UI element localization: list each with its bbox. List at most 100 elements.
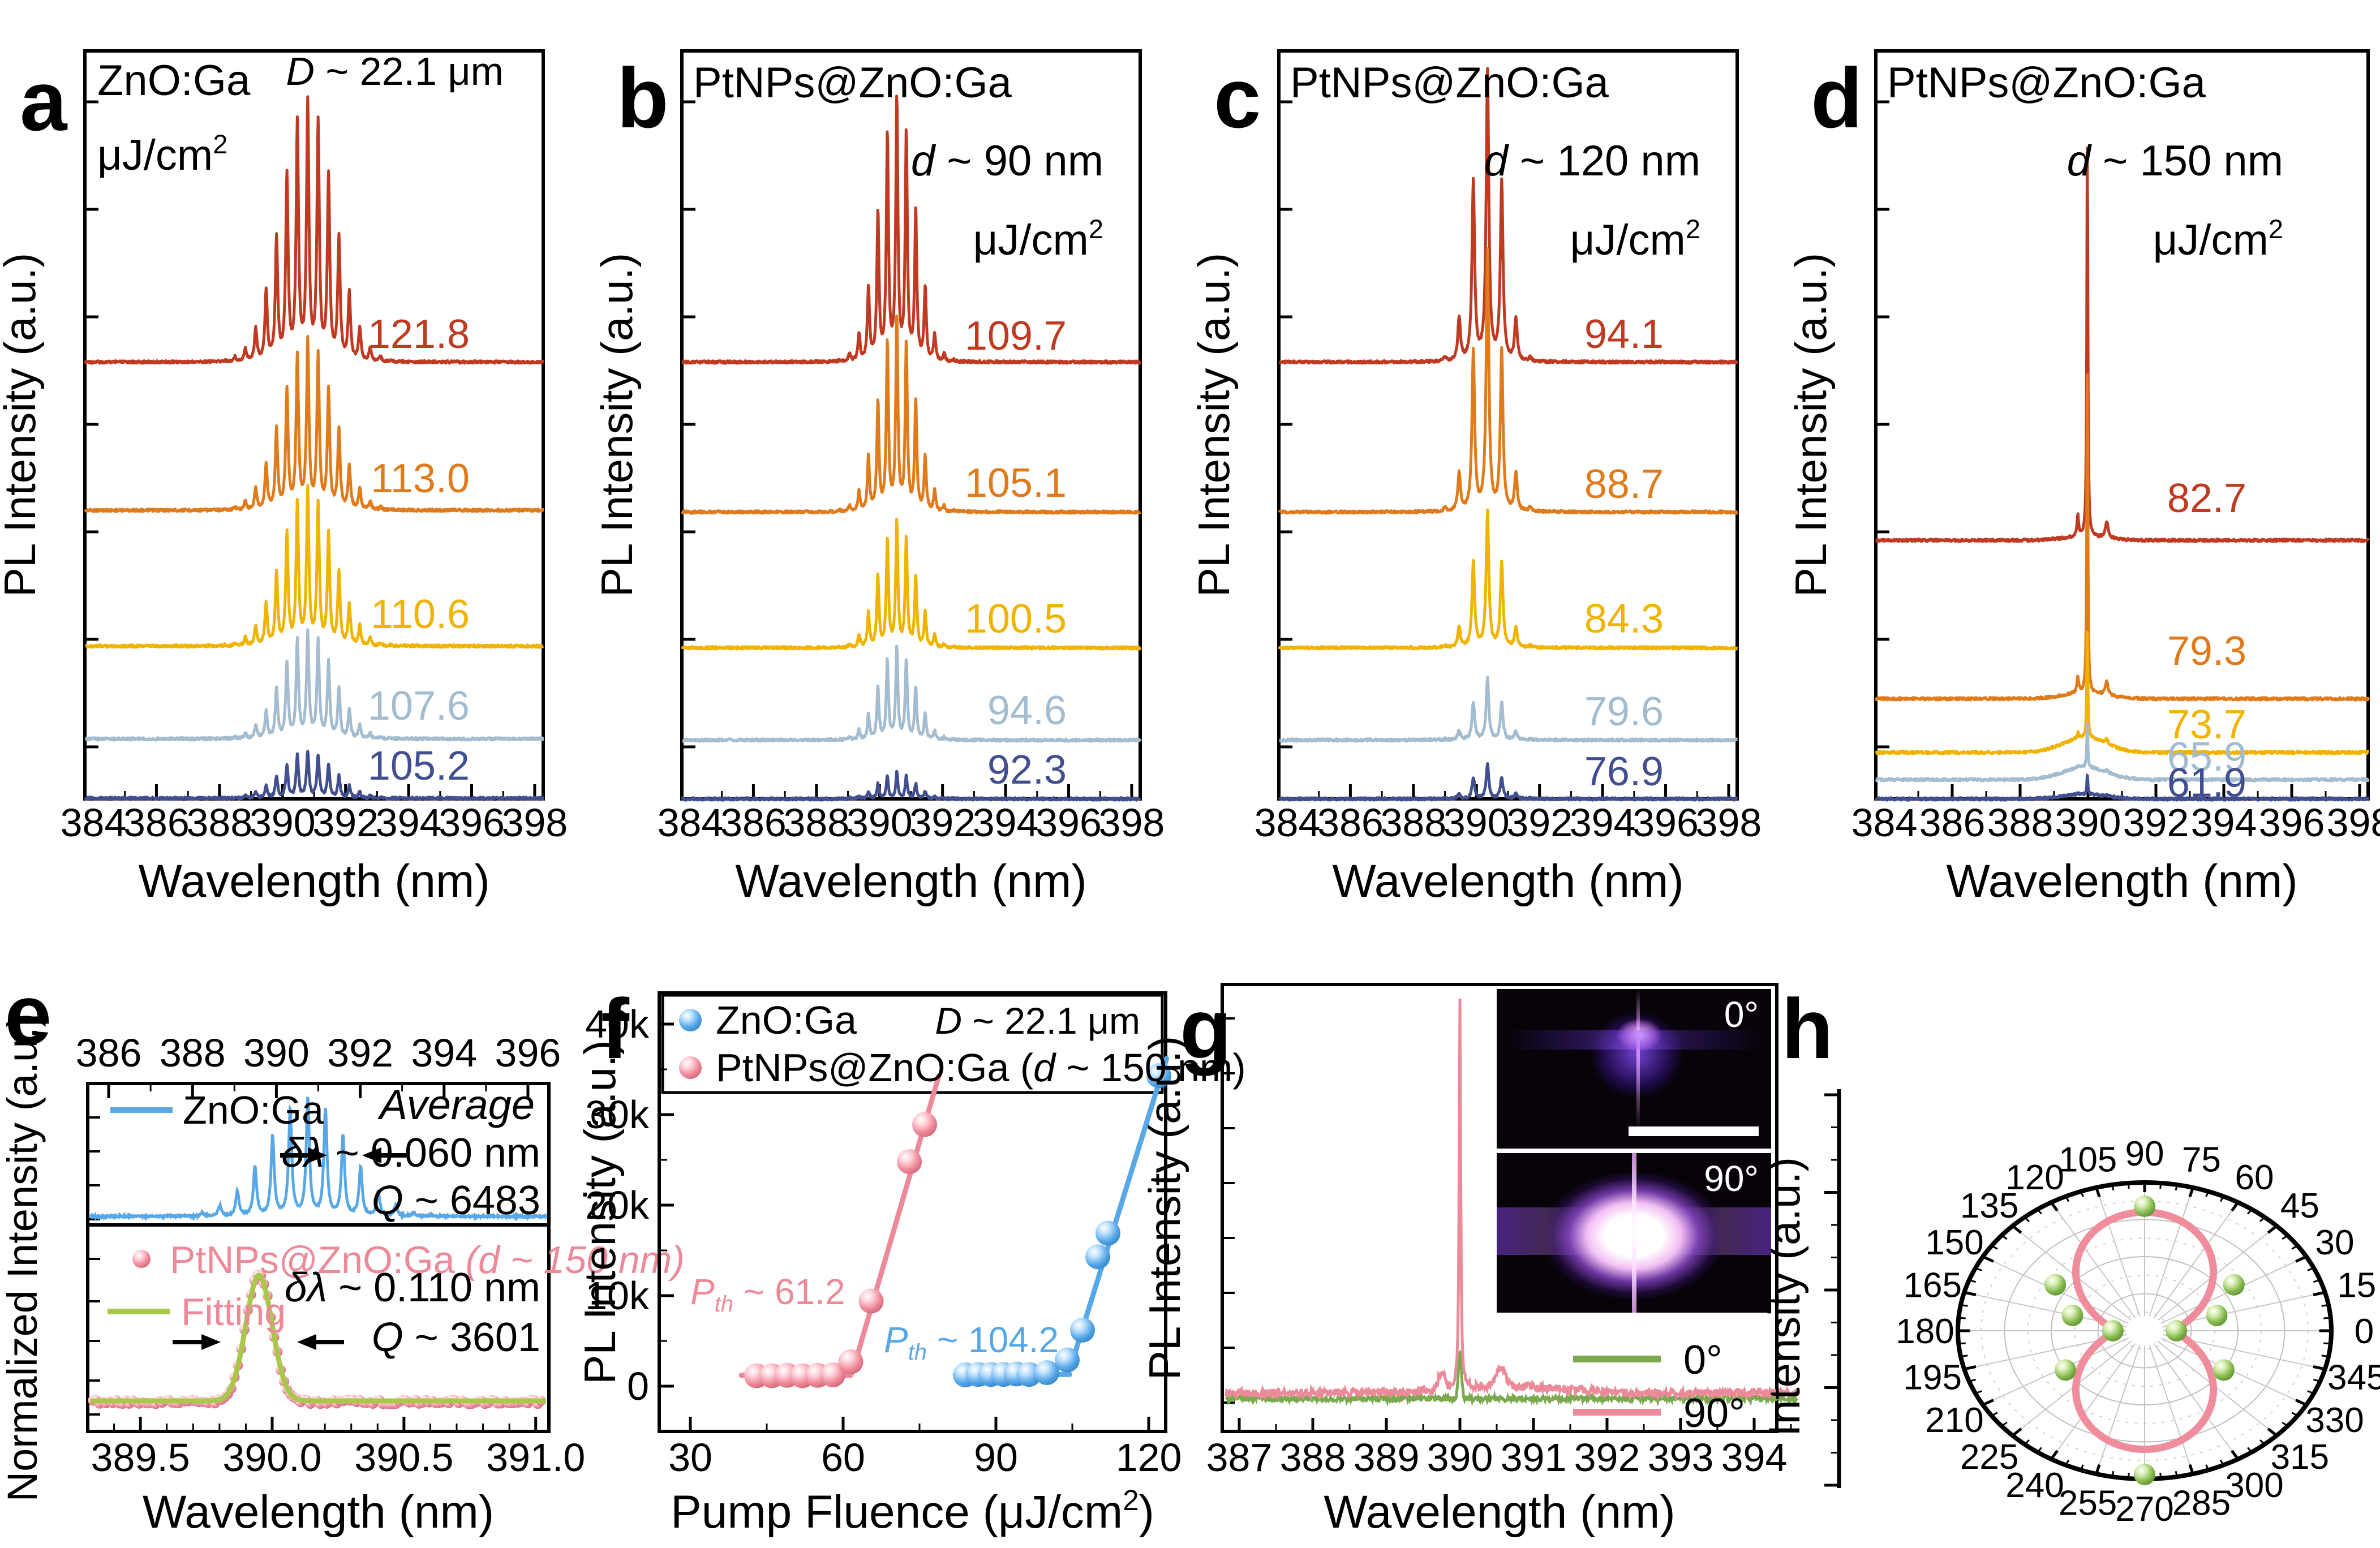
inset-angle-label: 0°	[1724, 994, 1759, 1035]
polar-grid-spoke	[2149, 1344, 2194, 1474]
legend-marker-blue	[679, 1009, 702, 1031]
polar-tick	[2050, 1201, 2059, 1212]
x-axis-title: Wavelength (nm)	[1946, 855, 2297, 907]
spectrum-curve	[1278, 508, 1738, 651]
polar-angle-label: 0	[2355, 1312, 2374, 1351]
polar-tick	[2219, 1196, 2224, 1202]
x-tick-label: 384	[1255, 801, 1321, 845]
x-tick-label: 384	[1851, 801, 1918, 845]
x-tick-label: 392	[312, 801, 379, 845]
polar-grid-spoke	[2157, 1340, 2277, 1437]
polar-tick	[2313, 1291, 2326, 1297]
polar-angle-label: 60	[2235, 1158, 2274, 1197]
legend-box	[661, 994, 1164, 1094]
x-tick-label: 396	[2259, 801, 2325, 845]
threshold-label-blue: Pth ~ 104.2	[884, 1319, 1059, 1365]
polar-tick	[2065, 1459, 2070, 1466]
x-tick-label: 392	[2123, 801, 2189, 845]
polar-tick	[2188, 1464, 2194, 1474]
x-tick-label: 392	[1506, 801, 1573, 845]
polar-angle-label: 75	[2182, 1141, 2221, 1180]
panel-note: d ~ 90 nm	[911, 137, 1103, 185]
polar-angle-label: 105	[2059, 1141, 2117, 1180]
panel-letter-h: h	[1781, 981, 1833, 1076]
diameter-note: D ~ 22.1 μm	[935, 1000, 1140, 1042]
panel-d	[1874, 49, 2370, 802]
polar-angle-label: 45	[2280, 1186, 2319, 1226]
panel-letter-f: f	[601, 981, 630, 1076]
polar-grid-spoke	[2153, 1202, 2239, 1318]
fluence-label: 100.5	[965, 596, 1067, 642]
fluence-label: 92.3	[987, 747, 1067, 793]
horizontal-streak	[1507, 1030, 1760, 1050]
polar-grid-spoke	[2149, 1187, 2194, 1317]
x-tick-label: 392	[909, 801, 976, 845]
polar-data-point	[2102, 1320, 2124, 1341]
annotation-fwhm-lower: δλ ~ 0.110 nm	[285, 1265, 540, 1310]
polar-tick	[2321, 1354, 2329, 1357]
polarized-spectrum	[1225, 998, 1798, 1402]
polar-tick	[1964, 1291, 1977, 1297]
x-tick-label: 386	[1919, 801, 1986, 845]
polar-tick	[2024, 1216, 2030, 1223]
fluence-unit: μJ/cm2	[1570, 214, 1700, 264]
fluence-label: 88.7	[1584, 462, 1664, 507]
polar-tick	[2111, 1470, 2115, 1477]
plot-frame	[1221, 983, 1778, 1433]
x-tick-label: 386	[720, 801, 787, 845]
polarized-spectrum	[1225, 1349, 1798, 1407]
polar-tick	[2080, 1464, 2084, 1470]
x-tick-label: 391	[1501, 1435, 1567, 1480]
polar-angle-label: 150	[1925, 1223, 1983, 1262]
legend-label-znoga: ZnO:Ga	[183, 1088, 324, 1132]
spectrum-curve	[1875, 147, 2370, 543]
top-x-tick-label: 388	[160, 1031, 226, 1075]
plot-frame	[658, 991, 1167, 1433]
spectrum-curve	[681, 518, 1142, 651]
polar-tick	[2307, 1390, 2314, 1395]
polar-tick	[2001, 1235, 2008, 1240]
polar-grid-spoke	[2012, 1225, 2132, 1321]
x-tick-label: 30	[668, 1435, 712, 1480]
polar-tick	[2205, 1464, 2210, 1470]
polar-tick	[2037, 1447, 2043, 1453]
polar-tick	[2050, 1450, 2059, 1460]
fluence-label: 79.6	[1584, 689, 1664, 734]
data-point-blue	[1070, 1317, 1095, 1343]
data-point-pink	[838, 1349, 863, 1374]
x-tick-label: 391.0	[486, 1435, 585, 1480]
x-tick-label: 390	[847, 801, 913, 845]
arrow-head	[201, 1334, 221, 1350]
fluence-label: 73.7	[2167, 702, 2246, 747]
spectrum-curve	[1278, 762, 1738, 802]
data-point-blue	[1055, 1347, 1080, 1373]
y-axis-title: PL Intensity (a.u.)	[0, 253, 45, 597]
panel-letter-d: d	[1811, 50, 1863, 145]
x-tick-label: 398	[1696, 801, 1762, 845]
polar-angle-label: 90	[2125, 1134, 2164, 1173]
polar-tick	[1975, 1390, 1982, 1395]
polar-tick	[2246, 1447, 2253, 1453]
fluence-label: 94.1	[1584, 312, 1664, 357]
polar-angle-label: 225	[1960, 1438, 2018, 1477]
panel-letter-g: g	[1180, 981, 1232, 1076]
polar-tick	[2024, 1439, 2030, 1445]
spectrum-curve	[681, 314, 1141, 515]
panel-note: d ~ 120 nm	[1484, 137, 1700, 185]
x-tick-label: 389.5	[91, 1435, 190, 1480]
polar-angle-label: 165	[1903, 1266, 1961, 1305]
polar-tick	[2323, 1342, 2331, 1345]
annotation-q-upper: Q ~ 6483	[372, 1178, 540, 1223]
polar-grid-spoke	[2051, 1202, 2136, 1318]
spectrum-curve	[681, 644, 1142, 743]
fluence-label: 121.8	[368, 312, 470, 357]
polar-tick	[1991, 1412, 1998, 1417]
x-tick-label: 390	[2055, 801, 2121, 845]
polar-tick	[2012, 1224, 2022, 1234]
y-tick-label: 0	[627, 1364, 649, 1408]
data-point-pink	[858, 1288, 884, 1314]
legend-marker	[132, 1250, 151, 1268]
polar-grid-spoke	[2157, 1225, 2277, 1321]
fluence-label: 61.9	[2167, 760, 2246, 806]
